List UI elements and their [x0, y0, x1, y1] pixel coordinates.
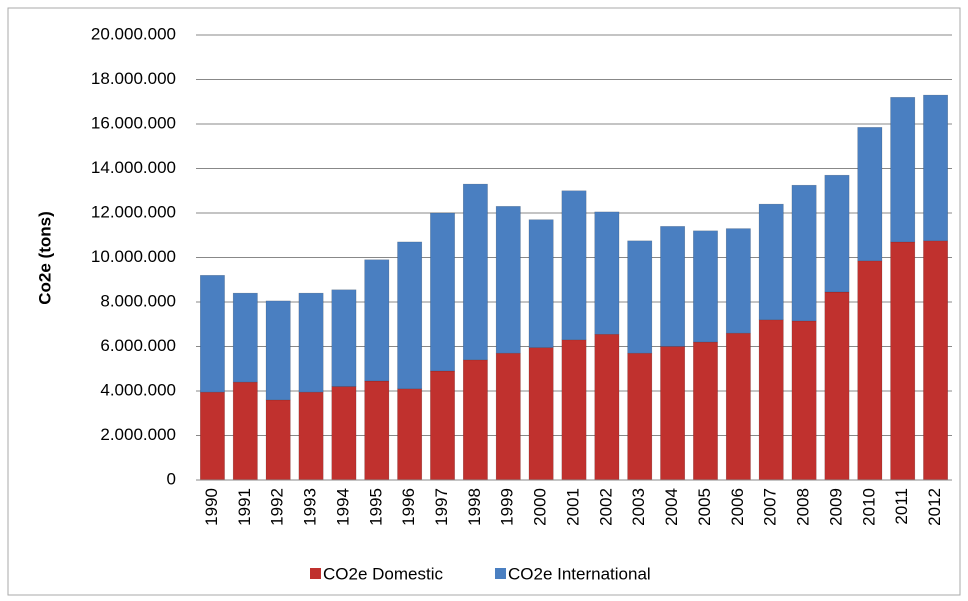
x-tick-label: 2006 [728, 488, 747, 526]
bar-segment [528, 219, 554, 348]
legend-label: CO2e International [508, 564, 651, 583]
y-tick-label: 14.000.000 [91, 158, 176, 177]
bar-segment [298, 292, 324, 393]
x-tick-label: 1995 [366, 488, 385, 526]
x-tick-label: 1999 [498, 488, 517, 526]
bar-segment [265, 399, 291, 481]
bar-segment [923, 240, 948, 481]
x-tick-label: 1994 [333, 488, 352, 526]
bar-segment [725, 228, 751, 334]
bar-segment [693, 230, 718, 343]
x-tick-label: 1990 [202, 488, 221, 526]
x-tick-label: 2011 [892, 488, 911, 525]
bar-segment [495, 352, 521, 481]
y-tick-label: 2.000.000 [100, 425, 176, 444]
bar-segment [660, 346, 686, 481]
y-tick-label: 8.000.000 [100, 291, 176, 310]
bar-segment [923, 94, 948, 242]
x-tick-label: 1996 [399, 488, 418, 526]
x-tick-label: 2004 [662, 488, 681, 526]
y-tick-label: 10.000.000 [91, 247, 176, 266]
bar-segment [627, 352, 653, 481]
x-tick-label: 2008 [794, 488, 813, 526]
bar-segment [857, 127, 883, 262]
x-tick-label: 2000 [531, 488, 550, 526]
bar-segment [265, 300, 291, 401]
x-tick-label: 1998 [465, 488, 484, 526]
legend-swatch [310, 568, 321, 579]
x-tick-label: 2002 [596, 488, 615, 526]
y-tick-label: 16.000.000 [91, 113, 176, 132]
y-tick-label: 0 [167, 469, 176, 488]
bar-segment [824, 174, 850, 293]
bar-segment [561, 339, 587, 481]
bar-segment [462, 359, 488, 481]
bar-segment [857, 260, 883, 481]
bar-segment [397, 388, 423, 481]
y-axis-title: Co2e (tons) [35, 211, 54, 305]
bar-segment [791, 184, 817, 322]
bar-segment [594, 211, 620, 335]
y-tick-label: 12.000.000 [91, 202, 176, 221]
x-tick-label: 1991 [235, 488, 254, 526]
bar-segment [232, 292, 258, 383]
x-tick-label: 2012 [925, 488, 944, 526]
x-tick-label: 2010 [859, 488, 878, 526]
bar-segment [561, 190, 587, 341]
bar-segment [627, 240, 653, 354]
x-tick-label: 2003 [629, 488, 648, 526]
bar-segment [890, 241, 916, 481]
bar-segment [430, 370, 455, 481]
bar-segment [364, 259, 390, 382]
x-tick-label: 2009 [826, 488, 845, 526]
bar-segment [528, 347, 554, 481]
legend-label: CO2e Domestic [323, 564, 443, 583]
legend-swatch [495, 568, 506, 579]
x-tick-label: 2001 [563, 488, 582, 526]
x-tick-label: 2007 [761, 488, 780, 526]
bar-segment [462, 183, 488, 361]
bar-segment [594, 334, 620, 481]
bar-segment [232, 381, 258, 481]
x-tick-label: 1992 [268, 488, 287, 526]
x-tick-label: 2005 [695, 488, 714, 526]
bar-segment [791, 320, 817, 481]
y-tick-label: 4.000.000 [100, 380, 176, 399]
bar-segment [660, 226, 686, 347]
x-tick-label: 1997 [432, 488, 451, 526]
bar-segment [430, 212, 455, 372]
bar-segment [725, 332, 751, 481]
bar-segment [200, 391, 225, 481]
bar-segment [397, 241, 423, 390]
bar-segment [890, 97, 916, 243]
y-tick-label: 20.000.000 [91, 24, 176, 43]
y-tick-label: 18.000.000 [91, 69, 176, 88]
bar-segment [824, 291, 850, 481]
bar-segment [758, 203, 784, 321]
bar-segment [495, 206, 521, 354]
bar-segment [200, 275, 225, 393]
x-tick-label: 1993 [301, 488, 320, 526]
bar-segment [298, 391, 324, 481]
bar-segment [331, 386, 357, 481]
bar-segment [758, 319, 784, 481]
bar-segment [693, 341, 718, 481]
bar-segment [331, 289, 357, 387]
bar-segment [364, 380, 390, 481]
y-tick-label: 6.000.000 [100, 336, 176, 355]
